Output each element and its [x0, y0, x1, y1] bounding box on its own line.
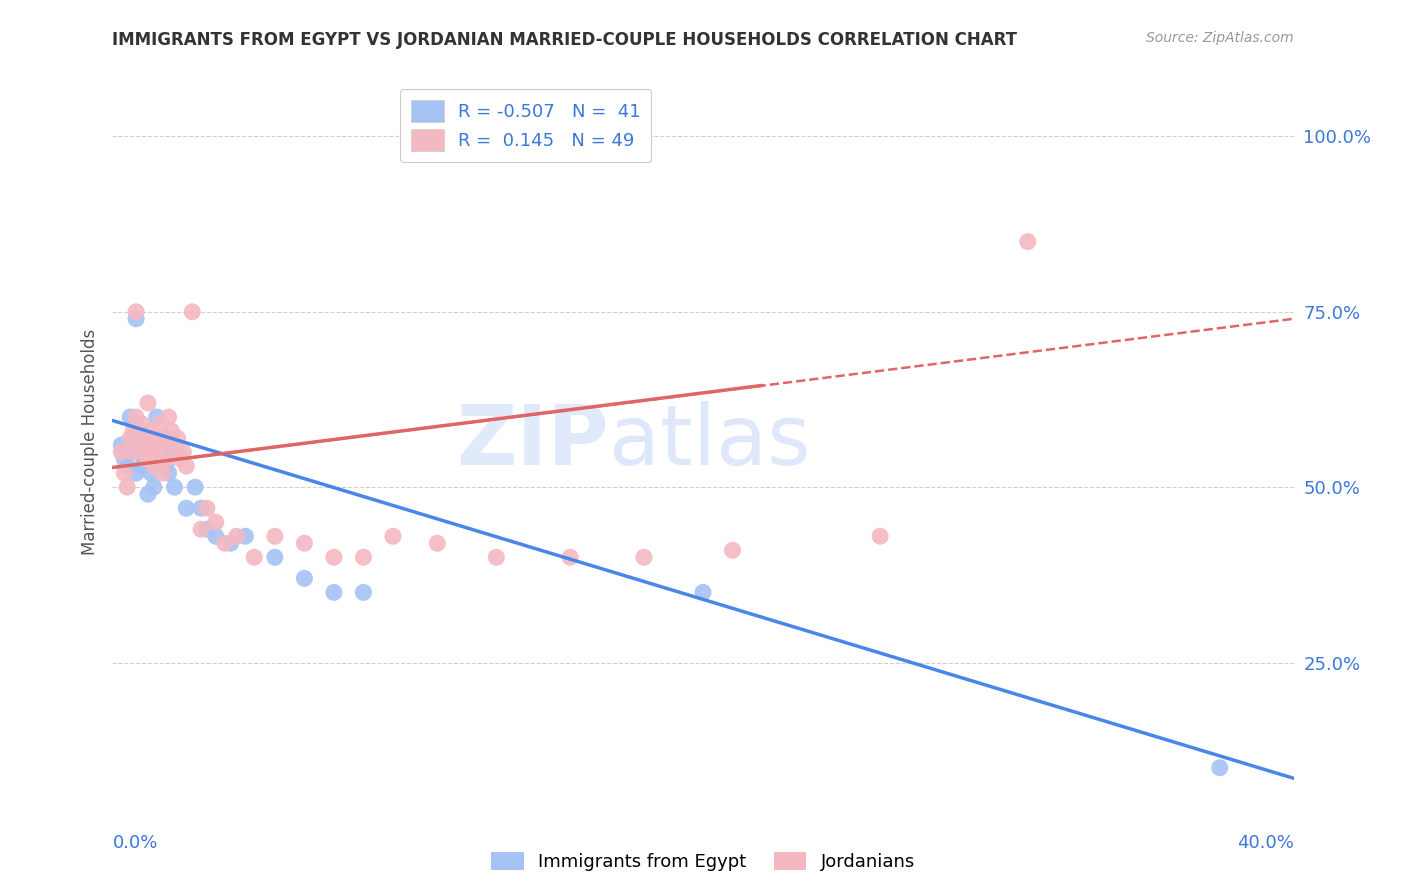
Legend: Immigrants from Egypt, Jordanians: Immigrants from Egypt, Jordanians [484, 845, 922, 879]
Point [122, 431, 145, 445]
Point [166, 431, 188, 445]
Point [352, 585, 374, 599]
Point [264, 529, 287, 543]
Point [136, 487, 159, 501]
Point [190, 501, 212, 516]
Point [125, 305, 148, 319]
Point [128, 431, 150, 445]
Point [128, 424, 150, 438]
Point [139, 431, 162, 445]
Point [264, 550, 287, 565]
Point [166, 445, 188, 459]
Point [869, 529, 891, 543]
Point [131, 417, 153, 431]
Point [139, 438, 162, 452]
Point [323, 550, 346, 565]
Legend: R = -0.507   N =  41, R =  0.145   N = 49: R = -0.507 N = 41, R = 0.145 N = 49 [401, 89, 651, 162]
Point [205, 529, 228, 543]
Point [172, 445, 194, 459]
Point [225, 529, 247, 543]
Text: 0.0%: 0.0% [112, 834, 157, 852]
Point [243, 550, 266, 565]
Text: 40.0%: 40.0% [1237, 834, 1294, 852]
Point [136, 452, 159, 467]
Point [146, 445, 169, 459]
Point [323, 585, 346, 599]
Point [112, 466, 135, 480]
Point [190, 522, 212, 536]
Point [152, 466, 174, 480]
Point [139, 466, 162, 480]
Point [122, 445, 145, 459]
Point [134, 452, 156, 467]
Point [205, 515, 228, 529]
Point [110, 438, 132, 452]
Point [136, 445, 159, 459]
Point [125, 409, 148, 424]
Point [160, 424, 183, 438]
Point [382, 529, 405, 543]
Y-axis label: Married-couple Households: Married-couple Households [80, 328, 98, 555]
Point [181, 305, 204, 319]
Point [142, 452, 165, 467]
Point [122, 424, 145, 438]
Point [122, 445, 145, 459]
Point [174, 459, 197, 474]
Point [157, 409, 180, 424]
Point [152, 452, 174, 467]
Point [426, 536, 449, 550]
Point [155, 452, 177, 467]
Point [485, 550, 508, 565]
Point [157, 466, 180, 480]
Point [110, 445, 132, 459]
Point [233, 529, 256, 543]
Point [692, 585, 714, 599]
Point [155, 459, 177, 474]
Point [169, 452, 191, 467]
Point [292, 571, 315, 585]
Point [136, 396, 159, 410]
Point [142, 480, 165, 494]
Point [1017, 235, 1039, 249]
Point [112, 452, 135, 467]
Point [146, 438, 169, 452]
Text: Source: ZipAtlas.com: Source: ZipAtlas.com [1146, 31, 1294, 45]
Point [721, 543, 744, 558]
Point [131, 459, 153, 474]
Point [117, 480, 138, 494]
Point [149, 417, 172, 431]
Point [139, 424, 162, 438]
Point [163, 480, 186, 494]
Point [174, 501, 197, 516]
Point [558, 550, 582, 565]
Point [131, 438, 153, 452]
Point [184, 480, 207, 494]
Point [142, 431, 165, 445]
Point [352, 550, 374, 565]
Point [633, 550, 655, 565]
Point [120, 431, 142, 445]
Point [142, 459, 165, 474]
Point [1208, 761, 1232, 775]
Point [155, 431, 177, 445]
Text: IMMIGRANTS FROM EGYPT VS JORDANIAN MARRIED-COUPLE HOUSEHOLDS CORRELATION CHART: IMMIGRANTS FROM EGYPT VS JORDANIAN MARRI… [112, 31, 1018, 49]
Point [149, 445, 172, 459]
Point [219, 536, 242, 550]
Point [163, 438, 186, 452]
Point [117, 459, 138, 474]
Point [146, 409, 169, 424]
Point [292, 536, 315, 550]
Point [125, 311, 148, 326]
Point [195, 522, 218, 536]
Text: atlas: atlas [609, 401, 810, 482]
Point [134, 445, 156, 459]
Point [149, 438, 172, 452]
Point [195, 501, 218, 516]
Point [160, 438, 183, 452]
Point [125, 466, 148, 480]
Point [120, 409, 142, 424]
Text: ZIP: ZIP [456, 401, 609, 482]
Point [214, 536, 236, 550]
Point [152, 431, 174, 445]
